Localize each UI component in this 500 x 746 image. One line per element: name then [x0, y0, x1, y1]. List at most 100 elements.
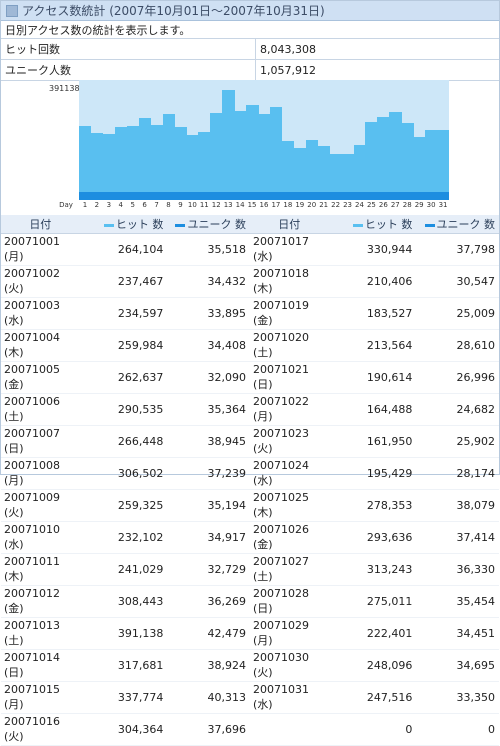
- date-cell: 20071014 (日): [1, 649, 78, 682]
- table-row: 20071006 (土) 290,535 35,364 20071022 (月) 164…: [1, 393, 499, 426]
- table-row: 20071011 (木) 241,029 32,729 20071027 (土) 313…: [1, 553, 499, 586]
- x-tick-label: 2: [94, 201, 100, 209]
- uniques-cell: 35,518: [164, 233, 250, 266]
- hits-legend-swatch: [103, 223, 114, 227]
- hits-bar: [305, 139, 319, 200]
- hits-cell: 195,429: [326, 457, 414, 490]
- x-tick-label: 6: [142, 201, 147, 209]
- uniques-cell: 30,547: [413, 265, 499, 298]
- chart-area: 391138 Day 1 2 3 4 5 6 7 8 9 10 11 12 13 14 15 16 17 18 19 2…: [1, 80, 499, 213]
- uniques-cell: 37,239: [164, 457, 250, 490]
- uniques-bar: [305, 192, 319, 200]
- uniques-bar: [401, 192, 414, 200]
- uniques-bar: [102, 192, 116, 200]
- uniques-cell: 34,917: [164, 521, 250, 554]
- uniques-bar: [186, 192, 199, 200]
- date-cell: 20071005 (金): [1, 361, 78, 394]
- x-tick-label: 26: [378, 201, 388, 209]
- x-tick-label: 14: [235, 201, 245, 209]
- x-tick-label: 7: [154, 201, 159, 209]
- x-tick-label: 9: [178, 201, 183, 209]
- x-tick-label: 8: [166, 201, 171, 209]
- hits-cell: 266,448: [77, 425, 165, 458]
- hits-bar: [174, 127, 187, 200]
- uniques-bar: [246, 192, 259, 200]
- uniques-bar: [317, 192, 331, 200]
- uniques-bar: [138, 192, 152, 200]
- date-cell: 20071013 (土): [1, 617, 78, 650]
- hits-bar: [114, 126, 128, 200]
- hits-bar: [269, 106, 283, 200]
- uniques-bar: [377, 192, 390, 200]
- date-cell: 20071011 (木): [1, 553, 78, 586]
- daily-table: 日付 ヒット 数 ユニーク 数 日付 ヒット 数 ユニーク 数 20071001…: [1, 215, 499, 746]
- uniques-bar: [210, 192, 223, 200]
- hits-bar: [234, 110, 247, 200]
- date-cell: 20071009 (火): [1, 489, 78, 522]
- hits-bar: [293, 148, 307, 200]
- date-cell: 20071024 (水): [249, 457, 327, 490]
- hits-cell: 317,681: [77, 649, 165, 682]
- uniques-cell: 38,924: [164, 649, 250, 682]
- header-date-right: 日付: [249, 215, 327, 234]
- x-tick-label: 11: [199, 201, 209, 209]
- uniques-bar: [281, 192, 295, 200]
- x-tick-label: 25: [366, 201, 376, 209]
- date-cell: 20071017 (水): [249, 233, 327, 266]
- uniques-bar: [341, 192, 354, 200]
- uniques-legend-swatch: [175, 223, 186, 227]
- panel-title-bar: アクセス数統計 (2007年10月01日〜2007年10月31日): [1, 1, 499, 21]
- summary-row-uniques: ユニーク人数 1,057,912: [1, 59, 499, 81]
- uniques-bar: [222, 192, 235, 200]
- uniques-cell: 34,408: [164, 329, 250, 362]
- uniques-bar: [234, 192, 247, 200]
- hits-cell: 290,535: [77, 393, 165, 426]
- uniques-bar: [90, 192, 104, 200]
- hits-bar: [222, 90, 235, 200]
- hits-bar: [258, 114, 271, 200]
- hits-bar: [401, 122, 414, 200]
- x-tick-label: 18: [283, 201, 293, 209]
- hits-cell: 190,614: [326, 361, 414, 394]
- uniques-cell: 37,696: [164, 713, 250, 746]
- table-row: 20071009 (火) 259,325 35,194 20071025 (木) 278…: [1, 489, 499, 522]
- unique-label: ユニーク人数: [1, 59, 256, 81]
- uniques-bar: [329, 192, 343, 200]
- uniques-bar: [269, 192, 283, 200]
- hits-cell: 306,502: [77, 457, 165, 490]
- uniques-cell: 28,174: [413, 457, 499, 490]
- uniques-cell: 26,996: [413, 361, 499, 394]
- hits-bar: [79, 125, 92, 200]
- date-cell: 20071031 (水): [249, 681, 327, 714]
- x-tick-label: 29: [414, 201, 424, 209]
- date-cell: 20071029 (月): [249, 617, 327, 650]
- table-row: 20071007 (日) 266,448 38,945 20071023 (火) 161…: [1, 425, 499, 458]
- hits-bar: [341, 154, 354, 200]
- date-cell: 20071026 (金): [249, 521, 327, 554]
- uniques-cell: 24,682: [413, 393, 499, 426]
- hits-cell: 241,029: [77, 553, 165, 586]
- hits-cell: 161,950: [326, 425, 414, 458]
- x-tick-label: 13: [223, 201, 233, 209]
- x-tick-label: 3: [106, 201, 112, 209]
- uniques-bar: [413, 192, 426, 200]
- hits-bar: [246, 105, 259, 200]
- hits-bar: [365, 121, 378, 200]
- table-row: 20071005 (金) 262,637 32,090 20071021 (日) 190…: [1, 361, 499, 394]
- hits-cell: 210,406: [326, 265, 414, 298]
- uniques-bar: [425, 192, 438, 200]
- hits-cell: 313,243: [326, 553, 414, 586]
- date-cell: 20071030 (火): [249, 649, 327, 682]
- uniques-cell: 42,479: [164, 617, 250, 650]
- hits-bar: [210, 113, 223, 200]
- uniques-bar: [389, 192, 402, 200]
- header-uniques-left: ユニーク 数: [164, 215, 250, 234]
- hits-cell: 337,774: [77, 681, 165, 714]
- date-cell: 20071023 (火): [249, 425, 327, 458]
- hits-cell: 278,353: [326, 489, 414, 522]
- x-tick-label: 12: [211, 201, 221, 209]
- uniques-cell: 34,695: [413, 649, 499, 682]
- x-tick-label: 1: [82, 201, 88, 209]
- x-tick-label: 4: [118, 201, 123, 209]
